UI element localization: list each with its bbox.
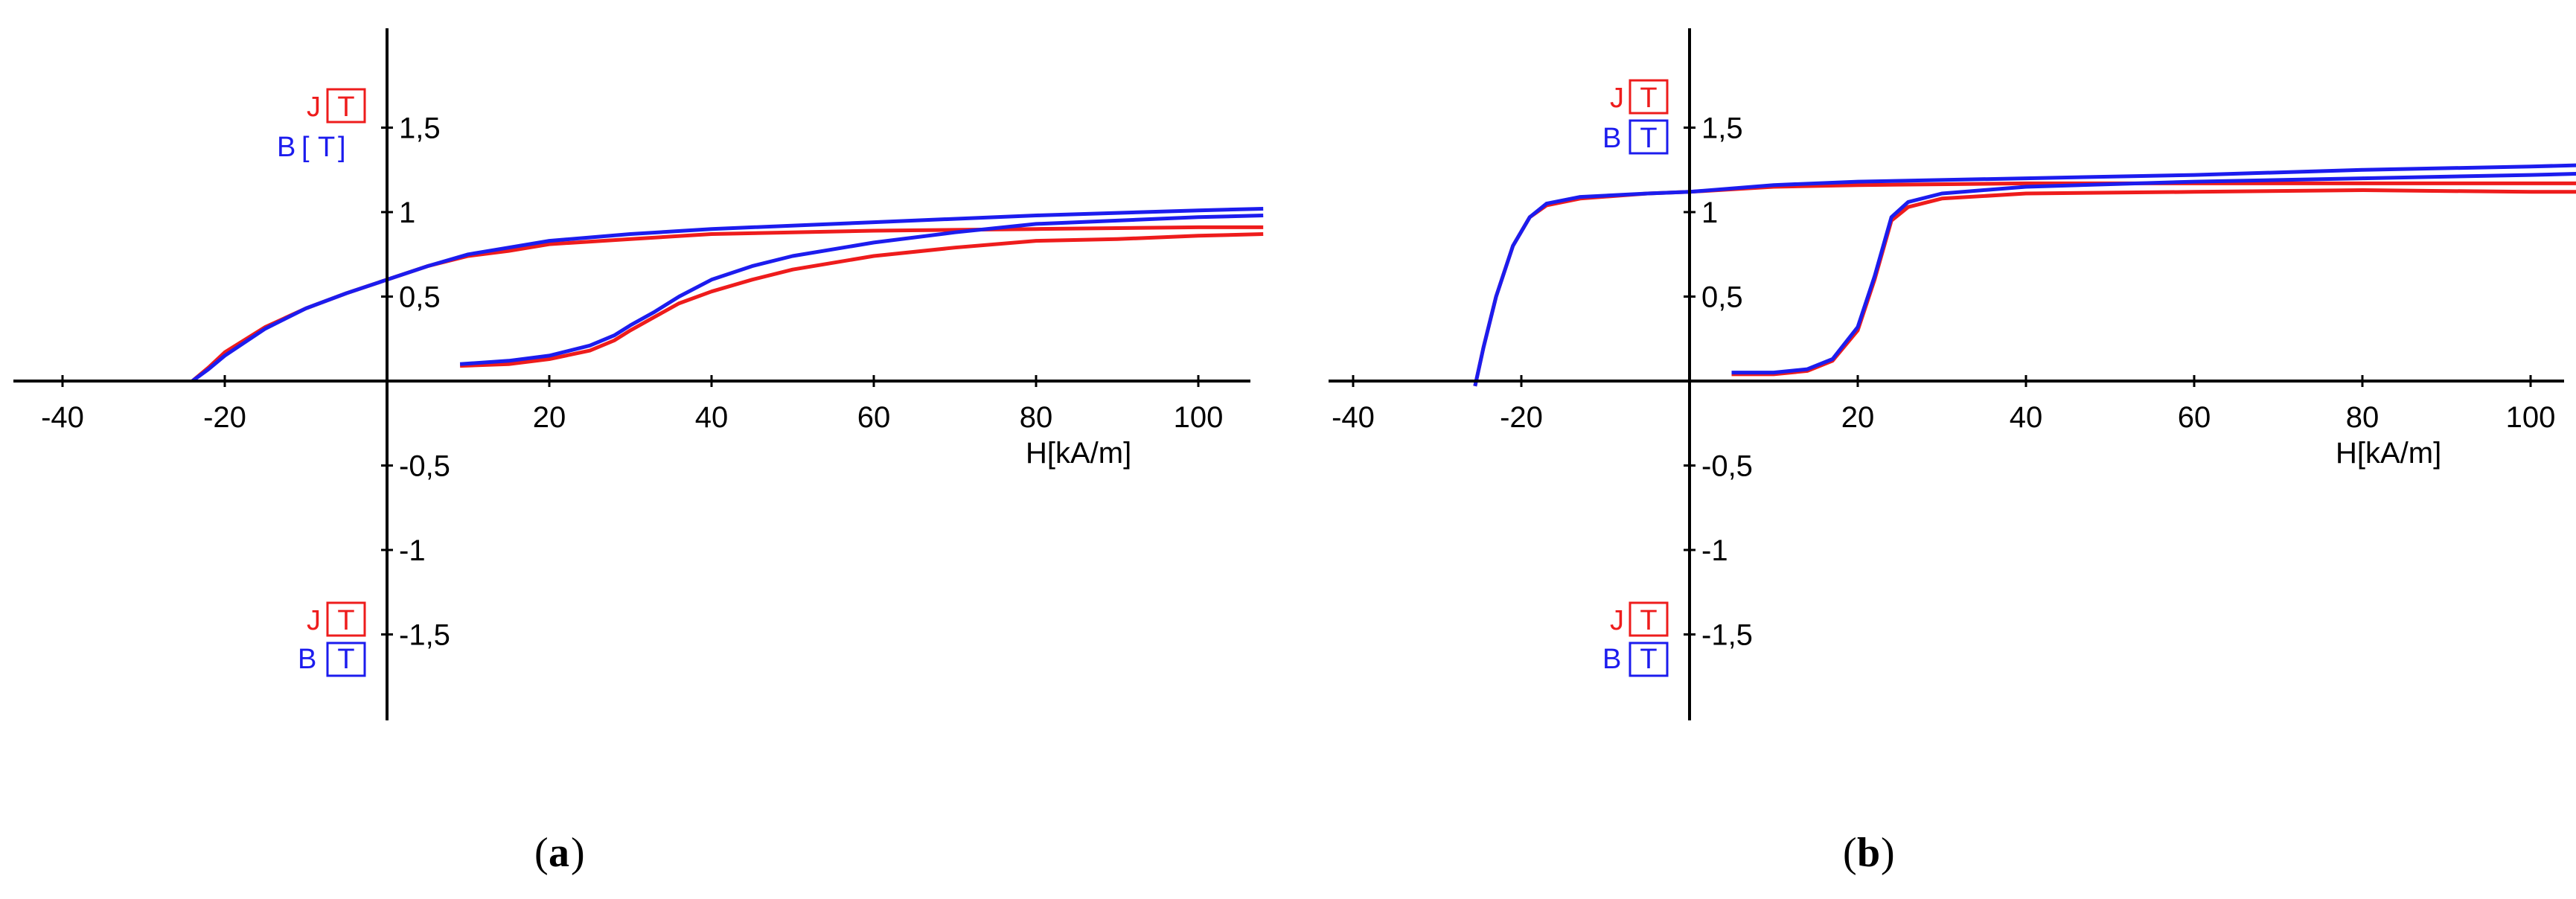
panel-b-y-ticks: 1,5 1 0,5 -0,5 -1 -1,5 [1684, 112, 1753, 652]
panel-a-upper-b-symbol: B [277, 132, 295, 163]
panel-a-lower-j-unit-box [326, 601, 366, 637]
panel-a-upper-j-unit-box [326, 88, 366, 124]
panel-b-lower-b-symbol: B [1602, 644, 1621, 675]
panel-a-curves [191, 207, 1264, 383]
b-x-tick-label: 20 [1841, 401, 1875, 434]
panel-b-upper-j-symbol: J [1610, 83, 1624, 114]
b-x-tick-label: 60 [2178, 401, 2211, 434]
panel-a-y-ticks: 1,5 1 0,5 -0,5 -1 -1,5 [381, 112, 450, 652]
b-x-tick-label: 40 [2010, 401, 2043, 434]
a-x-tick-label: -20 [203, 401, 246, 434]
panel-b-unit-legend-lower: J T B T [1602, 601, 1669, 677]
panel-b-x-ticks: -40 -20 20 40 60 80 100 [1332, 375, 2555, 434]
panel-a-lower-b-symbol: B [298, 644, 316, 675]
panel-a-upper-b-unit: T [318, 132, 335, 163]
b-y-tick-label: 0,5 [1701, 281, 1743, 314]
a-b-curve-branch-1 [191, 207, 1264, 383]
a-x-tick-label: 100 [1174, 401, 1224, 434]
panel-b-upper-j-unit-box [1629, 79, 1669, 115]
panel-b-x-axis-title: H[kA/m] [2336, 437, 2441, 470]
panel-a-lower-j-symbol: J [307, 605, 321, 636]
b-y-tick-label: 1,5 [1701, 112, 1743, 145]
panel-a-upper-b-close-bracket: ] [338, 132, 346, 163]
panel-b-upper-b-unit-box [1629, 119, 1669, 155]
panel-a-lower-j-unit: T [337, 605, 354, 636]
b-x-tick-label: 80 [2346, 401, 2380, 434]
panel-b-caption-close-paren: ) [1881, 830, 1895, 876]
panel-a-caption-open-paren: ( [534, 830, 549, 876]
a-y-tick-label: 1 [399, 196, 415, 229]
panel-a-unit-legend-lower: J T B T [298, 601, 366, 677]
b-y-tick-label: -1 [1701, 534, 1728, 567]
b-b-curve-branch-1 [1473, 163, 2576, 387]
a-x-tick-label: -40 [41, 401, 84, 434]
a-y-tick-label: -1 [399, 534, 426, 567]
b-y-tick-label: -0,5 [1701, 450, 1753, 483]
panel-b-unit-legend-upper: J T B T [1602, 79, 1669, 155]
panel-a-upper-j-symbol: J [307, 92, 321, 123]
panel-b-lower-b-unit: T [1640, 644, 1657, 675]
panel-b: -40 -20 20 40 60 80 100 1,5 1 0,5 -0,5 -1 -1,5 H[kA… [1329, 28, 2576, 876]
panel-a: -40 -20 20 40 60 80 100 1,5 1 0,5 -0,5 -1 -1,5 H[kA… [13, 28, 1264, 876]
b-b-curve-branch-2 [1731, 172, 2576, 375]
a-x-tick-label: 80 [1020, 401, 1053, 434]
b-x-tick-label: -40 [1332, 401, 1375, 434]
a-y-tick-label: 1,5 [399, 112, 441, 145]
a-x-tick-label: 60 [857, 401, 891, 434]
panel-b-upper-j-unit: T [1640, 83, 1657, 114]
panel-b-lower-j-unit-box [1629, 601, 1669, 637]
panel-b-lower-j-unit: T [1640, 605, 1657, 636]
panel-b-caption-letter: b [1857, 830, 1880, 876]
panel-b-caption-open-paren: ( [1843, 830, 1857, 876]
b-x-tick-label: 100 [2506, 401, 2556, 434]
panel-b-upper-b-symbol: B [1602, 123, 1621, 154]
panel-a-caption-letter: a [549, 830, 569, 876]
a-y-tick-label: 0,5 [399, 281, 441, 314]
a-y-tick-label: -1,5 [399, 619, 450, 652]
panel-a-upper-b-open-bracket: [ [301, 132, 310, 163]
b-x-tick-label: -20 [1500, 401, 1543, 434]
a-y-tick-label: -0,5 [399, 450, 450, 483]
a-b-curve-branch-2 [459, 214, 1264, 366]
panel-a-caption-close-paren: ) [571, 830, 585, 876]
b-y-tick-label: -1,5 [1701, 619, 1753, 652]
panel-a-lower-b-unit: T [337, 644, 354, 675]
panel-a-upper-j-unit: T [337, 92, 354, 123]
panel-a-x-axis-title: H[kA/m] [1026, 437, 1131, 470]
a-j-curve-branch-2 [460, 232, 1264, 368]
panel-a-lower-b-unit-box [326, 642, 366, 677]
panel-b-lower-b-unit-box [1629, 642, 1669, 677]
b-y-tick-label: 1 [1701, 196, 1718, 229]
a-j-curve-branch-1 [191, 225, 1264, 383]
b-j-curve-branch-2 [1731, 188, 2576, 377]
panel-a-caption: ( a ) [534, 830, 585, 876]
panel-b-upper-b-unit: T [1640, 123, 1657, 154]
panel-a-unit-legend-upper: J T B [ T ] [277, 88, 366, 163]
panel-a-x-ticks: -40 -20 20 40 60 80 100 [41, 375, 1223, 434]
panel-b-curves [1473, 163, 2576, 387]
panel-b-lower-j-symbol: J [1610, 605, 1624, 636]
a-x-tick-label: 20 [533, 401, 566, 434]
panel-b-caption: ( b ) [1843, 830, 1895, 876]
a-x-tick-label: 40 [695, 401, 729, 434]
b-j-curve-branch-1 [1473, 181, 2576, 387]
